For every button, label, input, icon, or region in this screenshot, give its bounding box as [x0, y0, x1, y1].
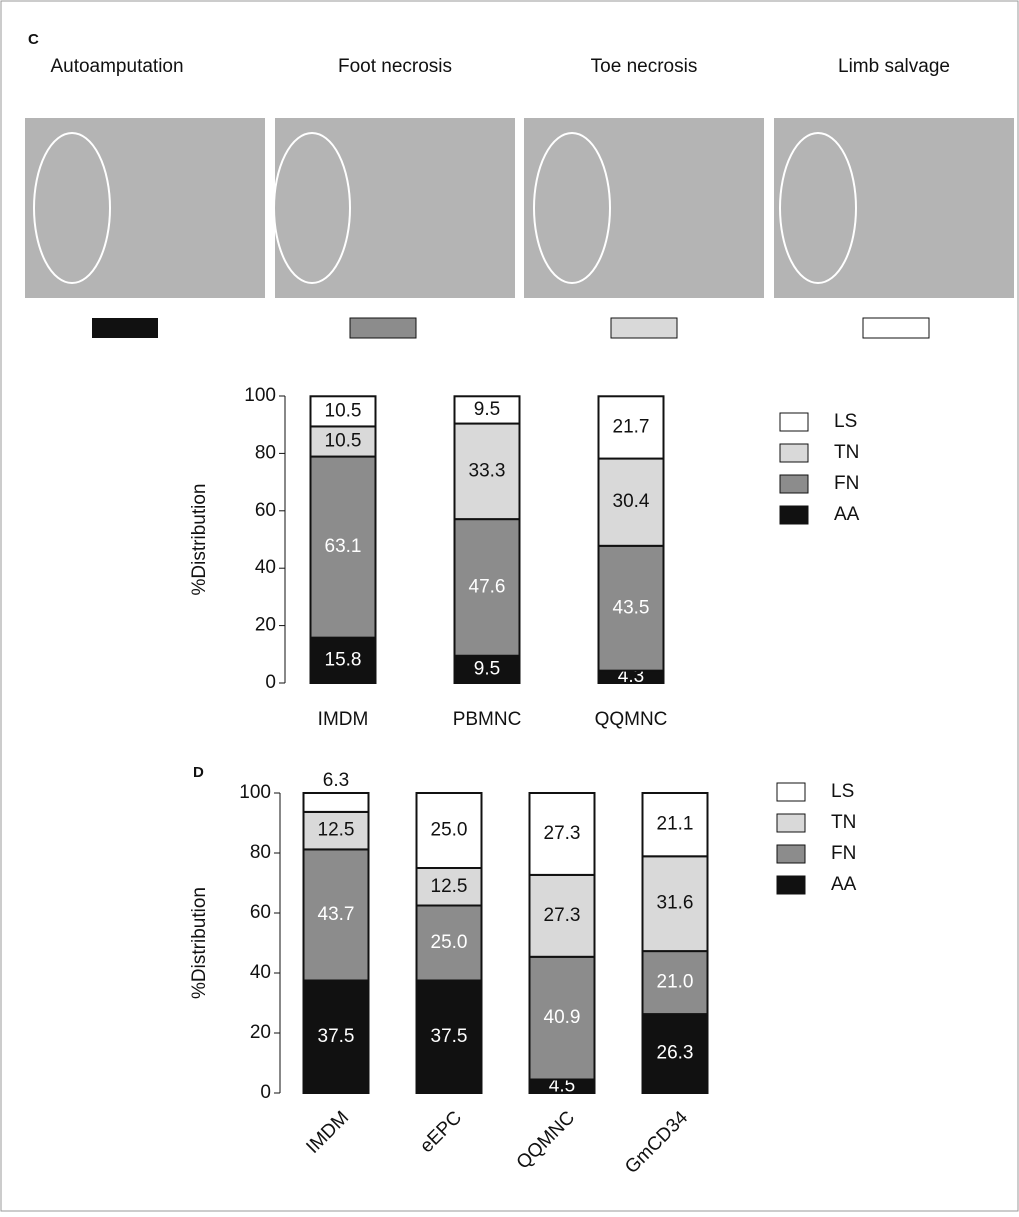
value-label: 10.5 [325, 431, 362, 452]
y-tick-label: 20 [255, 615, 276, 636]
value-label: 26.3 [657, 1043, 694, 1064]
y-tick-label: 60 [250, 902, 271, 923]
panel-label: C [28, 31, 39, 48]
legend-label: FN [831, 843, 856, 864]
y-tick-label: 80 [255, 442, 276, 463]
photo-caption: Foot necrosis [338, 56, 452, 77]
legend-swatch [780, 413, 808, 431]
y-tick-label: 0 [265, 672, 276, 693]
value-label: 15.8 [325, 649, 362, 670]
swatch [611, 318, 677, 338]
legend-swatch [777, 814, 805, 832]
value-label: 37.5 [431, 1026, 468, 1047]
value-label: 43.5 [613, 597, 650, 618]
legend-label: AA [834, 504, 860, 525]
panel-label: D [193, 764, 204, 781]
value-label: 31.6 [657, 893, 694, 914]
legend-swatch [777, 876, 805, 894]
value-label: 37.5 [318, 1026, 355, 1047]
x-tick-label: IMDM [318, 709, 369, 730]
figure: C Autoamputation Foot necrosis Toe necrosi… [0, 0, 1019, 1212]
value-label: 21.1 [657, 814, 694, 835]
y-axis-label: %Distribution [189, 887, 210, 999]
legend-swatch [777, 783, 805, 801]
value-label: 27.3 [544, 905, 581, 926]
photo-caption: Limb salvage [838, 56, 950, 77]
legend-label: TN [834, 442, 859, 463]
y-tick-label: 0 [260, 1082, 271, 1103]
value-label: 40.9 [544, 1007, 581, 1028]
y-tick-label: 100 [244, 385, 276, 406]
photo [774, 118, 1014, 298]
value-label: 43.7 [318, 904, 355, 925]
bar-segment [304, 793, 369, 812]
legend-swatch [780, 444, 808, 462]
swatch [863, 318, 929, 338]
x-tick-label: PBMNC [453, 709, 522, 730]
y-tick-label: 80 [250, 842, 271, 863]
value-label: 21.0 [657, 972, 694, 993]
value-label: 47.6 [469, 576, 506, 597]
value-label: 12.5 [431, 876, 468, 897]
value-label: 6.3 [323, 770, 349, 791]
value-label: 9.5 [474, 399, 500, 420]
y-tick-label: 20 [250, 1022, 271, 1043]
value-label: 33.3 [469, 460, 506, 481]
legend-swatch [777, 845, 805, 863]
legend-label: TN [831, 812, 856, 833]
value-label: 9.5 [474, 658, 500, 679]
y-tick-label: 60 [255, 500, 276, 521]
legend-swatch [780, 506, 808, 524]
swatch [92, 318, 158, 338]
photo [275, 118, 515, 298]
value-label: 25.0 [431, 820, 468, 841]
legend-swatch [780, 475, 808, 493]
value-label: 12.5 [318, 820, 355, 841]
legend-label: LS [834, 411, 857, 432]
x-tick-label: QQMNC [595, 709, 668, 730]
legend-label: FN [834, 473, 859, 494]
legend-label: LS [831, 781, 854, 802]
value-label: 27.3 [544, 823, 581, 844]
y-tick-label: 40 [250, 962, 271, 983]
photo-caption: Autoamputation [50, 56, 183, 77]
photo [524, 118, 764, 298]
y-axis-label: %Distribution [189, 484, 210, 596]
swatch [350, 318, 416, 338]
value-label: 30.4 [613, 491, 650, 512]
photo-caption: Toe necrosis [591, 56, 698, 77]
value-label: 21.7 [613, 416, 650, 437]
legend-label: AA [831, 874, 857, 895]
value-label: 63.1 [325, 536, 362, 557]
value-label: 10.5 [325, 400, 362, 421]
value-label: 25.0 [431, 932, 468, 953]
photo [25, 118, 265, 298]
y-tick-label: 100 [239, 782, 271, 803]
y-tick-label: 40 [255, 557, 276, 578]
